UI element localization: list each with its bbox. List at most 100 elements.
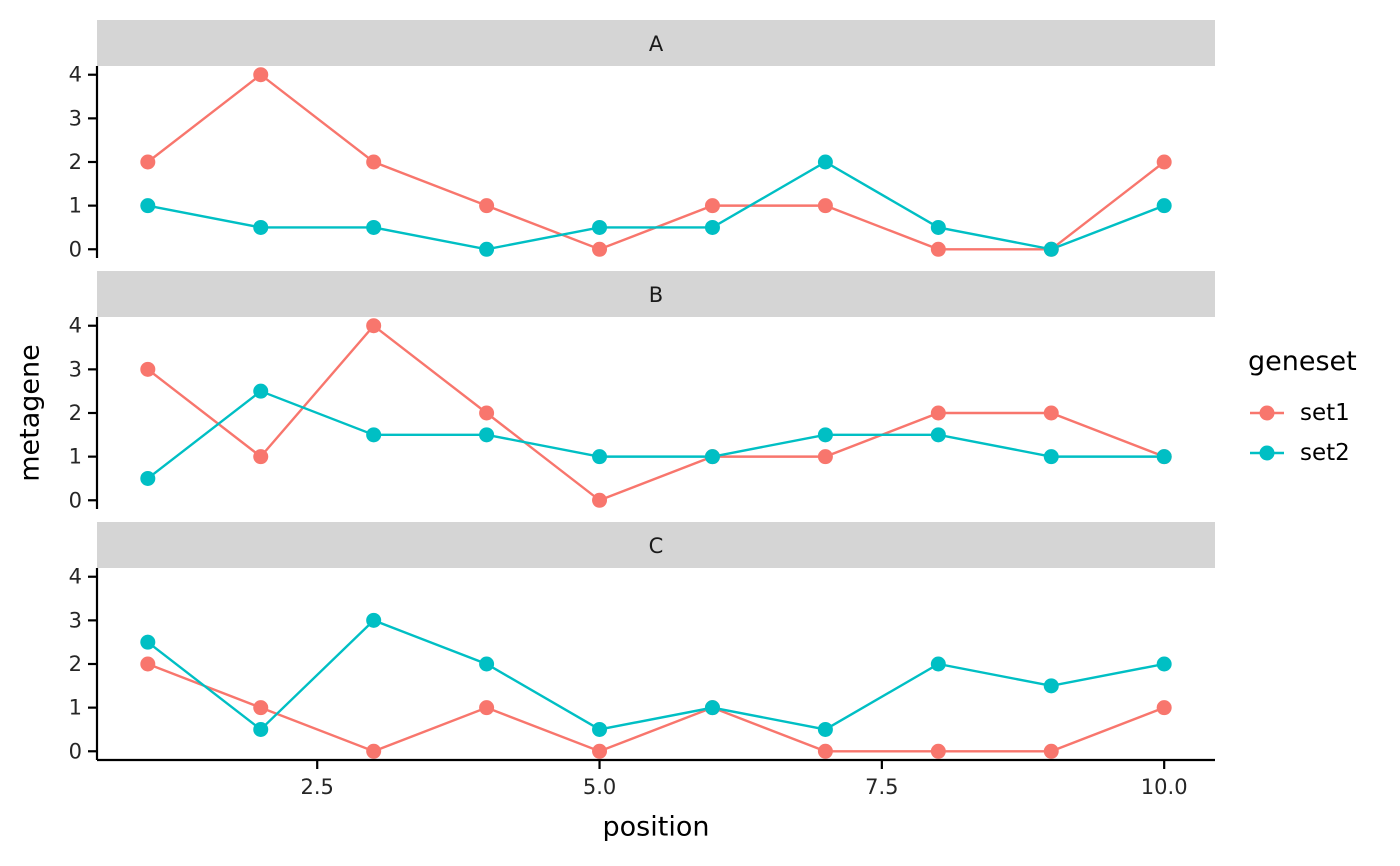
- data-point-set1: [704, 198, 720, 214]
- legend-item-set2: set2: [1248, 433, 1357, 473]
- y-axis-tick-label: 3: [69, 357, 82, 381]
- data-point-set1: [930, 241, 946, 257]
- data-point-set2: [704, 449, 720, 465]
- data-point-set2: [1156, 449, 1172, 465]
- data-point-set2: [140, 198, 156, 214]
- y-axis-tick-label: 4: [69, 314, 82, 338]
- data-point-set1: [479, 405, 495, 421]
- data-point-set1: [366, 154, 382, 170]
- data-point-set1: [1156, 700, 1172, 716]
- data-point-set2: [930, 656, 946, 672]
- facet-strip: [97, 271, 1215, 317]
- data-point-set2: [930, 219, 946, 235]
- legend-key-icon: [1250, 445, 1284, 461]
- legend: geneset set1 set2: [1248, 346, 1357, 473]
- data-point-set1: [479, 700, 495, 716]
- y-axis-title: metagene: [14, 344, 46, 482]
- x-axis-title: position: [602, 811, 710, 843]
- data-point-set1: [592, 241, 608, 257]
- y-axis-tick-label: 2: [69, 150, 82, 174]
- data-point-set2: [817, 427, 833, 443]
- data-point-set1: [366, 318, 382, 334]
- data-point-set1: [140, 656, 156, 672]
- data-point-set1: [1043, 743, 1059, 759]
- legend-key-point: [1259, 405, 1275, 421]
- series-line-set1: [147, 324, 1165, 502]
- data-point-set2: [253, 383, 269, 399]
- series-line-set2: [147, 160, 1165, 251]
- y-axis-tick-label: 0: [69, 488, 82, 512]
- data-point-set2: [1043, 449, 1059, 465]
- legend-item-label: set1: [1300, 400, 1350, 426]
- series-line-set1: [147, 73, 1165, 251]
- data-point-set2: [1043, 678, 1059, 694]
- x-axis-tick-label: 5.0: [583, 775, 616, 799]
- data-point-set1: [592, 492, 608, 508]
- y-axis-tick-label: 4: [69, 63, 82, 87]
- y-axis-tick-label: 1: [69, 696, 82, 720]
- y-axis-tick-label: 1: [69, 445, 82, 469]
- data-point-set2: [479, 656, 495, 672]
- data-point-set2: [592, 721, 608, 737]
- legend-item-label: set2: [1300, 440, 1350, 466]
- data-point-set2: [592, 449, 608, 465]
- y-axis-tick-label: 2: [69, 401, 82, 425]
- data-point-set1: [253, 449, 269, 465]
- data-point-set1: [930, 743, 946, 759]
- facet-strip-label: C: [649, 534, 664, 558]
- data-point-set2: [592, 219, 608, 235]
- data-point-set1: [1043, 405, 1059, 421]
- data-point-set1: [930, 405, 946, 421]
- data-point-set1: [592, 743, 608, 759]
- x-axis-tick-label: 10.0: [1141, 775, 1188, 799]
- data-point-set2: [479, 427, 495, 443]
- data-point-set2: [366, 219, 382, 235]
- facet-strip: [97, 522, 1215, 568]
- data-point-set2: [253, 721, 269, 737]
- legend-key-icon: [1250, 405, 1284, 421]
- x-axis-tick-label: 2.5: [301, 775, 334, 799]
- series-line-set2: [147, 389, 1165, 480]
- series-line-set1: [147, 662, 1165, 753]
- data-point-set1: [253, 700, 269, 716]
- series-line-set2: [147, 618, 1165, 732]
- data-point-set1: [140, 361, 156, 377]
- data-point-set1: [1156, 154, 1172, 170]
- data-point-set2: [817, 721, 833, 737]
- data-point-set1: [140, 154, 156, 170]
- x-axis-tick-label: 7.5: [865, 775, 898, 799]
- data-point-set2: [1043, 241, 1059, 257]
- data-point-set1: [817, 198, 833, 214]
- data-point-set2: [930, 427, 946, 443]
- data-point-set2: [140, 634, 156, 650]
- facet-strip: [97, 20, 1215, 66]
- data-point-set2: [140, 470, 156, 486]
- data-point-set2: [704, 700, 720, 716]
- y-axis-tick-label: 3: [69, 106, 82, 130]
- data-point-set1: [253, 67, 269, 83]
- data-point-set1: [366, 743, 382, 759]
- legend-item-set1: set1: [1248, 393, 1357, 433]
- data-point-set1: [479, 198, 495, 214]
- data-point-set1: [817, 449, 833, 465]
- y-axis-tick-label: 0: [69, 237, 82, 261]
- y-axis-tick-label: 1: [69, 194, 82, 218]
- data-point-set2: [704, 219, 720, 235]
- y-axis-tick-label: 2: [69, 652, 82, 676]
- data-point-set1: [817, 743, 833, 759]
- legend-title: geneset: [1248, 346, 1357, 377]
- facet-strip-label: A: [649, 32, 664, 56]
- data-point-set2: [1156, 656, 1172, 672]
- data-point-set2: [366, 427, 382, 443]
- facet-strip-label: B: [649, 283, 663, 307]
- legend-items: set1 set2: [1248, 393, 1357, 473]
- data-point-set2: [817, 154, 833, 170]
- data-point-set2: [1156, 198, 1172, 214]
- data-point-set2: [479, 241, 495, 257]
- data-point-set2: [366, 612, 382, 628]
- data-point-set2: [253, 219, 269, 235]
- y-axis-tick-label: 4: [69, 565, 82, 589]
- legend-key-point: [1259, 445, 1275, 461]
